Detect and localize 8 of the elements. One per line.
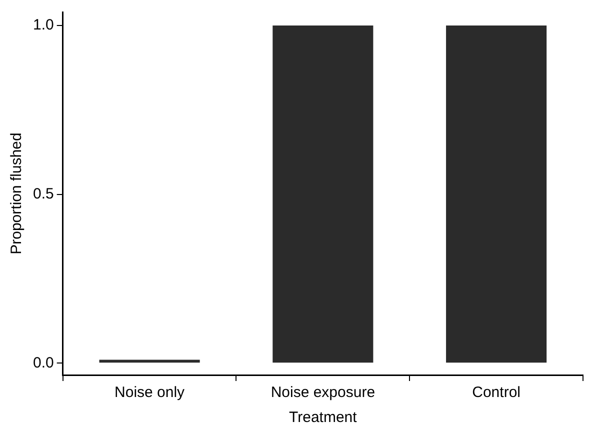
y-tick-label: 0.0 <box>32 354 54 372</box>
x-tick-label: Noise only <box>114 384 186 402</box>
x-tick-label: Noise exposure <box>270 384 376 402</box>
y-tick-label: 0.5 <box>32 185 54 202</box>
x-tick-label: Control <box>472 384 520 402</box>
y-tick-label: 1.0 <box>32 16 54 34</box>
x-axis-title: Treatment <box>289 409 358 426</box>
y-axis-title: Proportion flushed <box>8 132 26 254</box>
